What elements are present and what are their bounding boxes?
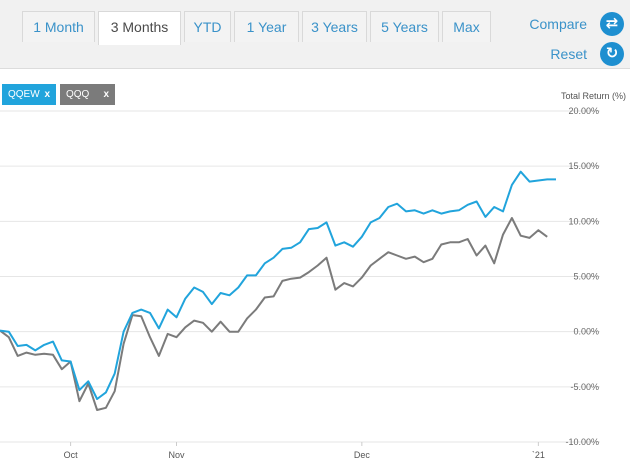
timeframe-toolbar: 1 Month 3 Months YTD 1 Year 3 Years 5 Ye… (0, 0, 630, 69)
chip-qqq-label: QQQ (66, 89, 90, 100)
chip-qqew: QQEW x (2, 84, 56, 105)
reset-button[interactable]: Reset (550, 46, 587, 62)
chip-qqq: QQQ x (60, 84, 115, 105)
x-tick-label: Nov (169, 450, 186, 460)
tab-1-year[interactable]: 1 Year (234, 11, 299, 42)
series-line-qqq (0, 217, 548, 411)
tab-ytd[interactable]: YTD (184, 11, 231, 42)
y-tick-label: 0.00% (573, 327, 599, 337)
refresh-icon[interactable]: ↻ (600, 42, 624, 66)
y-tick-label: 5.00% (573, 272, 599, 282)
y-axis-title: Total Return (%) (560, 91, 626, 101)
y-tick-label: 10.00% (568, 216, 599, 226)
tab-5-years[interactable]: 5 Years (370, 11, 439, 42)
chip-qqew-label: QQEW (8, 89, 40, 100)
x-tick-label: Oct (64, 450, 79, 460)
tab-3-years[interactable]: 3 Years (302, 11, 367, 42)
x-tick-label: Dec (354, 450, 371, 460)
y-tick-label: -5.00% (570, 382, 599, 392)
tab-1-month[interactable]: 1 Month (22, 11, 95, 42)
x-tick-label: `21 (532, 450, 545, 460)
series-line-qqew (0, 170, 556, 400)
remove-qqew-button[interactable]: x (44, 89, 50, 100)
remove-qqq-button[interactable]: x (103, 89, 109, 100)
y-tick-label: 20.00% (568, 106, 599, 116)
tab-max[interactable]: Max (442, 11, 491, 42)
swap-arrows-icon[interactable]: ⇄ (600, 12, 624, 36)
compare-button[interactable]: Compare (529, 16, 587, 32)
tab-3-months[interactable]: 3 Months (98, 11, 181, 45)
y-tick-label: -10.00% (565, 437, 599, 447)
y-tick-label: 15.00% (568, 161, 599, 171)
